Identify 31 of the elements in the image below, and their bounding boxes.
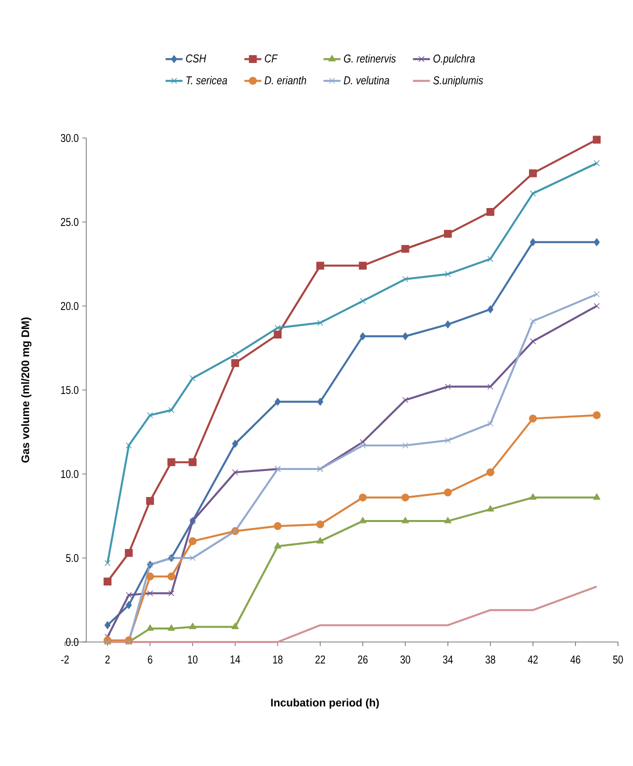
x-tick-label: 10 xyxy=(188,655,198,664)
legend-label: T. sericea xyxy=(186,76,228,84)
x-tick-label: 6 xyxy=(148,655,152,664)
y-tick-label: 0.0 xyxy=(66,638,78,646)
x-tick-label: 30 xyxy=(400,655,410,664)
y-tick-label: 20.0 xyxy=(60,302,78,310)
x-tick-label: 34 xyxy=(442,655,453,664)
y-tick-label: 10.0 xyxy=(61,470,78,478)
x-tick-label: 18 xyxy=(273,655,283,664)
x-axis-title: Incubation period (h) xyxy=(271,698,379,709)
y-tick-label: 30.0 xyxy=(60,134,78,142)
legend-label: D. velutina xyxy=(344,76,390,84)
x-tick-label: 26 xyxy=(358,655,368,664)
y-tick-label: 15.0 xyxy=(61,386,78,394)
x-tick-label: 38 xyxy=(486,655,496,664)
x-tick-label: 50 xyxy=(613,655,623,664)
x-tick-label: 42 xyxy=(528,655,538,664)
legend-label: G. retinervis xyxy=(344,54,396,63)
legend-label: S.uniplumis xyxy=(433,76,484,87)
y-tick-label: 5.0 xyxy=(66,554,78,562)
legend-label: D. erianth xyxy=(264,76,306,84)
x-tick-label: 22 xyxy=(315,655,325,664)
x-tick-label: -2 xyxy=(61,655,69,664)
y-tick-label: 25.0 xyxy=(60,218,78,226)
x-tick-label: 14 xyxy=(230,655,240,664)
legend-label: CF xyxy=(264,54,278,62)
x-tick-label: 46 xyxy=(570,655,580,664)
legend-label: CSH xyxy=(186,54,206,62)
legend-label: O.pulchra xyxy=(433,54,475,65)
y-axis-title: Gas volume (ml/200 mg DM) xyxy=(21,317,32,463)
x-tick-label: 2 xyxy=(105,655,110,664)
